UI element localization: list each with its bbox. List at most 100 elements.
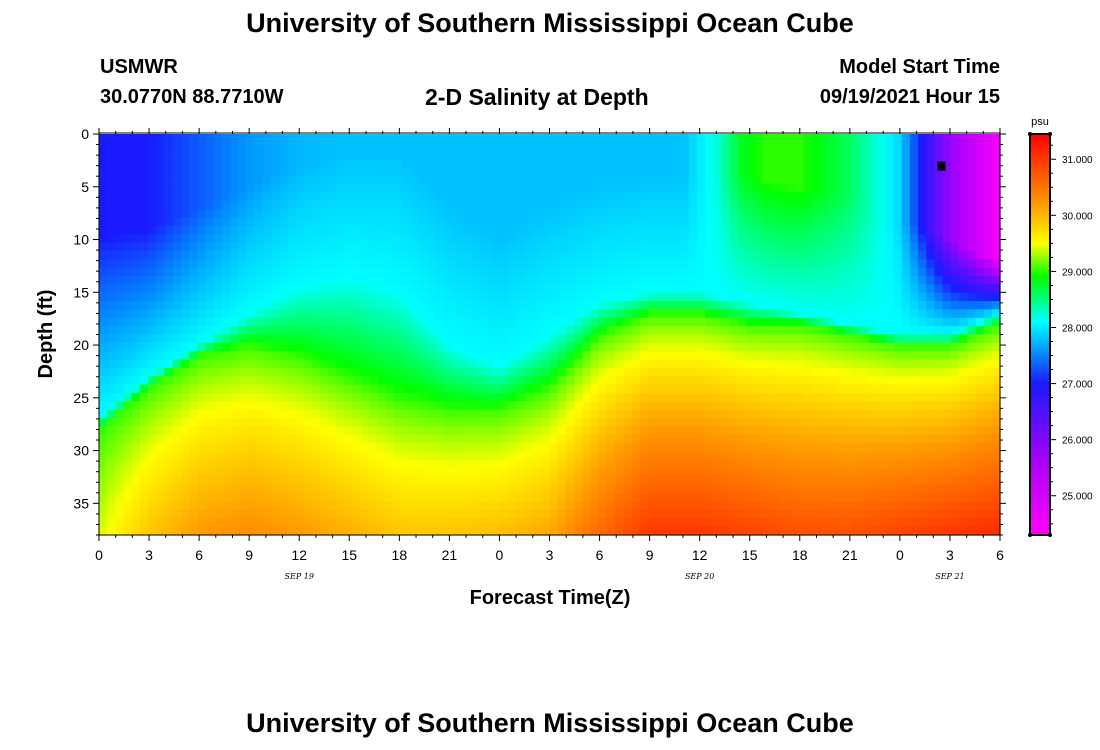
heatmap-cell <box>426 234 436 244</box>
heatmap-cell <box>934 276 944 285</box>
heatmap-cell <box>107 184 116 194</box>
heatmap-cell <box>868 476 878 486</box>
heatmap-cell <box>361 359 370 369</box>
heatmap-cell <box>836 468 845 478</box>
heatmap-cell <box>639 376 649 386</box>
heatmap-cell <box>467 184 477 194</box>
heatmap-cell <box>696 392 706 402</box>
heatmap-cell <box>107 418 116 427</box>
heatmap-cell <box>107 351 116 361</box>
heatmap-cell <box>516 342 526 352</box>
heatmap-cell <box>778 493 788 503</box>
heatmap-cell <box>664 501 673 511</box>
heatmap-cell <box>172 317 182 327</box>
heatmap-cell <box>778 443 788 453</box>
heatmap-cell <box>549 234 559 244</box>
heatmap-cell <box>475 200 485 210</box>
heatmap-cell <box>115 451 125 461</box>
heatmap-cell <box>541 225 551 235</box>
heatmap-cell <box>623 342 633 352</box>
heatmap-cell <box>934 359 944 369</box>
heatmap-cell <box>352 292 362 302</box>
heatmap-cell <box>615 443 624 453</box>
heatmap-cell <box>524 426 534 436</box>
heatmap-cell <box>631 234 641 244</box>
heatmap-cell <box>729 250 739 260</box>
heatmap-cell <box>664 167 673 177</box>
heatmap-cell <box>369 200 379 210</box>
heatmap-cell <box>107 167 116 177</box>
heatmap-cell <box>737 384 747 394</box>
heatmap-cell <box>262 200 272 210</box>
heatmap-cell <box>328 142 338 152</box>
heatmap-cell <box>410 317 420 327</box>
heatmap-cell <box>320 359 329 369</box>
heatmap-cell <box>393 367 403 377</box>
heatmap-cell <box>385 476 395 486</box>
heatmap-cell <box>139 334 149 344</box>
heatmap-cell <box>393 409 403 419</box>
heatmap-cell <box>459 493 469 503</box>
heatmap-cell <box>926 501 936 511</box>
heatmap-cell <box>541 476 551 486</box>
heatmap-cell <box>328 192 338 202</box>
heatmap-cell <box>746 443 755 453</box>
heatmap-cell <box>238 175 248 185</box>
heatmap-cell <box>402 267 411 277</box>
heatmap-cell <box>443 134 452 143</box>
heatmap-cell <box>844 134 854 143</box>
heatmap-cell <box>107 334 116 344</box>
heatmap-cell <box>615 184 624 194</box>
heatmap-cell <box>762 409 772 419</box>
heatmap-cell <box>787 384 796 394</box>
heatmap-cell <box>164 351 174 361</box>
heatmap-cell <box>754 468 764 478</box>
heatmap-cell <box>344 242 354 252</box>
heatmap-cell <box>770 409 780 419</box>
heatmap-cell <box>541 134 551 143</box>
heatmap-cell <box>967 418 977 427</box>
heatmap-cell <box>950 175 960 185</box>
heatmap-cell <box>975 392 985 402</box>
heatmap-cell <box>295 267 305 277</box>
heatmap-cell <box>139 200 149 210</box>
heatmap-cell <box>205 351 215 361</box>
heatmap-cell <box>598 209 608 219</box>
heatmap-cell <box>492 359 501 369</box>
heatmap-cell <box>426 292 436 302</box>
heatmap-cell <box>860 184 870 194</box>
heatmap-cell <box>746 175 755 185</box>
heatmap-cell <box>508 250 518 260</box>
heatmap-cell <box>295 401 305 411</box>
heatmap-cell <box>156 484 166 494</box>
heatmap-cell <box>713 501 723 511</box>
heatmap-cell <box>402 493 411 503</box>
heatmap-cell <box>803 351 813 361</box>
heatmap-cell <box>426 409 436 419</box>
heatmap-cell <box>942 468 952 478</box>
heatmap-cell <box>737 376 747 386</box>
heatmap-cell <box>344 501 354 511</box>
heatmap-cell <box>606 150 616 160</box>
heatmap-cell <box>262 509 272 519</box>
heatmap-cell <box>795 426 805 436</box>
heatmap-cell <box>303 159 313 169</box>
heatmap-cell <box>295 250 305 260</box>
heatmap-cell <box>213 284 223 294</box>
heatmap-cell <box>180 426 190 436</box>
heatmap-cell <box>983 259 993 269</box>
heatmap-cell <box>279 200 288 210</box>
heatmap-cell <box>582 359 592 369</box>
heatmap-cell <box>533 351 542 361</box>
heatmap-cell <box>311 142 321 152</box>
heatmap-cell <box>205 175 215 185</box>
heatmap-cell <box>123 367 133 377</box>
heatmap-cell <box>696 276 706 285</box>
heatmap-cell <box>115 392 125 402</box>
heatmap-cell <box>230 351 239 361</box>
heatmap-cell <box>475 134 485 143</box>
heatmap-cell <box>393 134 403 143</box>
heatmap-cell <box>131 225 141 235</box>
heatmap-cell <box>549 250 559 260</box>
heatmap-cell <box>819 200 829 210</box>
